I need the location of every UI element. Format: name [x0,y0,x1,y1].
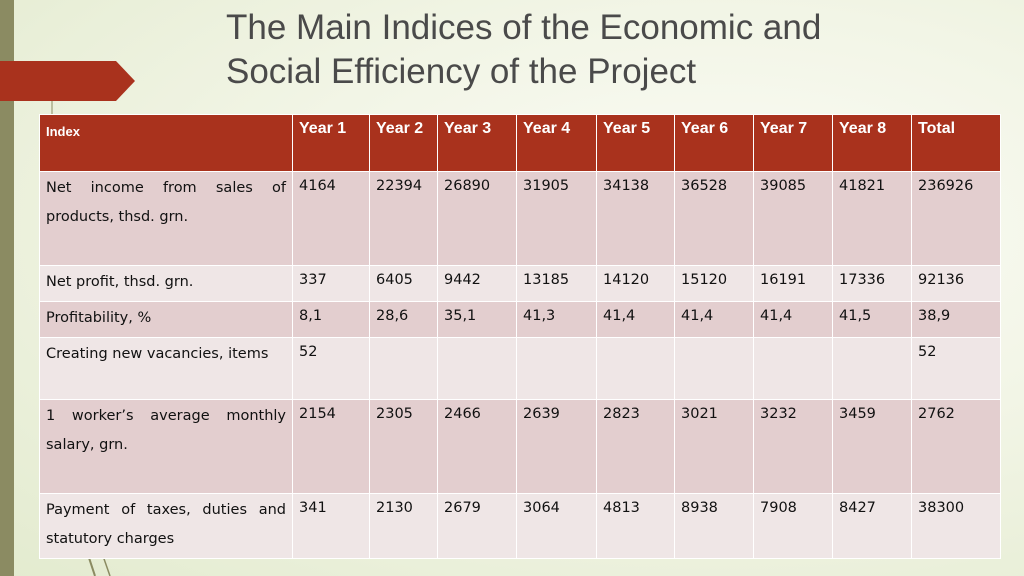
header-cell-year-5: Year 5 [596,114,675,172]
table-cell: 6405 [369,265,438,302]
table-cell: 9442 [437,265,517,302]
header-cell-index: Index [39,114,293,172]
table-cell: 3021 [674,399,754,494]
header-row: Index Year 1 Year 2 Year 3 Year 4 Year 5… [39,114,1001,172]
left-accent-bar [0,0,14,576]
title-line-1: The Main Indices of the Economic and [226,8,822,47]
table-cell: 41,4 [753,301,833,338]
table-row: 1 worker’s average monthly salary, grn. … [39,399,1001,494]
table-cell: 36528 [674,171,754,266]
table-cell: 3064 [516,493,597,559]
table-row: Creating new vacancies, items 52 52 [39,337,1001,400]
table-cell: 31905 [516,171,597,266]
table-cell: 35,1 [437,301,517,338]
table-cell: 2762 [911,399,1001,494]
table-cell: 52 [911,337,1001,400]
row-label: Net income from sales of products, thsd.… [39,171,293,266]
table-cell: 26890 [437,171,517,266]
table-cell: 341 [292,493,370,559]
row-label: Payment of taxes, duties and statutory c… [39,493,293,559]
table-row: Profitability, % 8,1 28,6 35,1 41,3 41,4… [39,301,1001,338]
row-label: Creating new vacancies, items [39,337,293,400]
table-cell: 4813 [596,493,675,559]
table-cell: 28,6 [369,301,438,338]
header-cell-year-6: Year 6 [674,114,754,172]
table-cell: 4164 [292,171,370,266]
table-cell: 41,4 [596,301,675,338]
table-cell: 8938 [674,493,754,559]
indices-table: Index Year 1 Year 2 Year 3 Year 4 Year 5… [39,114,1001,559]
table-cell: 15120 [674,265,754,302]
table-cell: 52 [292,337,370,400]
header-cell-year-7: Year 7 [753,114,833,172]
table-cell: 8427 [832,493,912,559]
table-cell: 92136 [911,265,1001,302]
row-label: Profitability, % [39,301,293,338]
table-cell [437,337,517,400]
table-cell [596,337,675,400]
row-label: 1 worker’s average monthly salary, grn. [39,399,293,494]
table-cell: 38300 [911,493,1001,559]
table-row: Payment of taxes, duties and statutory c… [39,493,1001,559]
slide-title: The Main Indices of the Economic and Soc… [226,6,986,94]
table-cell [674,337,754,400]
table-cell [369,337,438,400]
table-cell: 39085 [753,171,833,266]
title-arrow-marker [0,61,135,101]
table-cell: 38,9 [911,301,1001,338]
table-cell [753,337,833,400]
header-cell-year-8: Year 8 [832,114,912,172]
header-cell-year-3: Year 3 [437,114,517,172]
title-line-2: Social Efficiency of the Project [226,52,697,91]
table-cell: 13185 [516,265,597,302]
table-cell: 22394 [369,171,438,266]
table-cell: 2466 [437,399,517,494]
table-cell: 41,5 [832,301,912,338]
header-cell-year-4: Year 4 [516,114,597,172]
table-cell: 3459 [832,399,912,494]
table-cell: 2154 [292,399,370,494]
table-row: Net profit, thsd. grn. 337 6405 9442 131… [39,265,1001,302]
table-cell: 17336 [832,265,912,302]
table-cell: 14120 [596,265,675,302]
table-cell: 8,1 [292,301,370,338]
table-cell: 2823 [596,399,675,494]
table-cell [516,337,597,400]
table-cell [832,337,912,400]
table-cell: 2130 [369,493,438,559]
table-cell: 41,4 [674,301,754,338]
table-cell: 41821 [832,171,912,266]
table-cell: 16191 [753,265,833,302]
table-cell: 236926 [911,171,1001,266]
table-cell: 34138 [596,171,675,266]
table-cell: 2639 [516,399,597,494]
table-cell: 2679 [437,493,517,559]
table-row: Net income from sales of products, thsd.… [39,171,1001,266]
table-cell: 2305 [369,399,438,494]
header-cell-year-1: Year 1 [292,114,370,172]
table-cell: 7908 [753,493,833,559]
row-label: Net profit, thsd. grn. [39,265,293,302]
table-cell: 41,3 [516,301,597,338]
table-cell: 3232 [753,399,833,494]
table-cell: 337 [292,265,370,302]
header-cell-year-2: Year 2 [369,114,438,172]
header-cell-total: Total [911,114,1001,172]
